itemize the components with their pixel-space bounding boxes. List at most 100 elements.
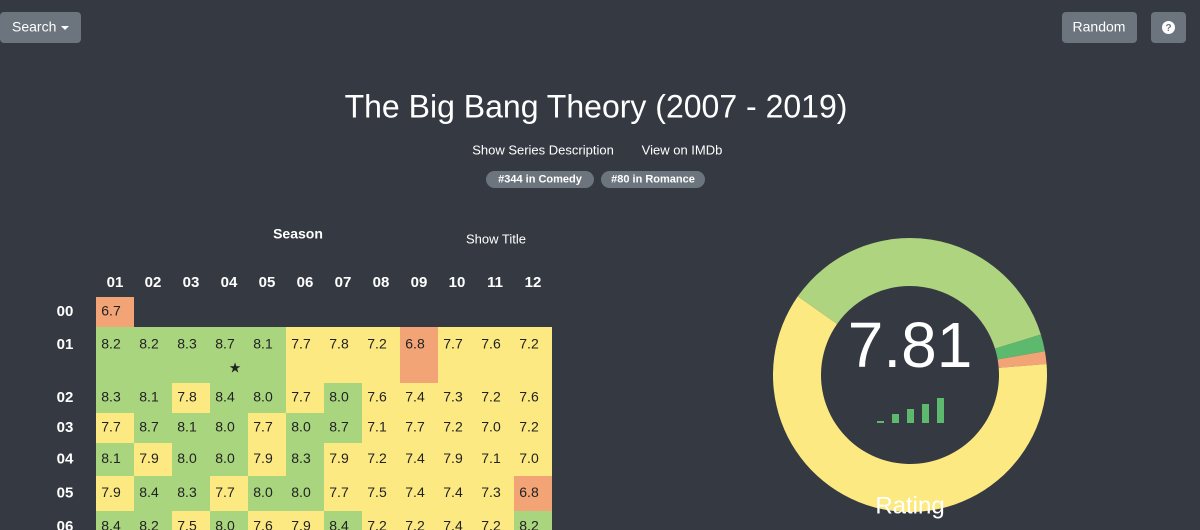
- rating-cell[interactable]: [286, 476, 324, 511]
- badge-bg[interactable]: [601, 171, 705, 188]
- rating-cell[interactable]: [438, 413, 476, 443]
- rating-cell[interactable]: [514, 413, 552, 443]
- rating-cell[interactable]: [134, 476, 172, 511]
- rating-cell[interactable]: [400, 327, 438, 383]
- rating-cell[interactable]: [96, 297, 134, 327]
- rating-cell[interactable]: [134, 383, 172, 413]
- description-link[interactable]: Show Series Description: [472, 142, 614, 157]
- rating-cell[interactable]: [438, 383, 476, 413]
- rating-cell[interactable]: [286, 413, 324, 443]
- help-icon-circle[interactable]: [1162, 21, 1175, 34]
- rating-cell[interactable]: [476, 413, 514, 443]
- rating-cell[interactable]: [400, 511, 438, 530]
- rating-cell[interactable]: [400, 443, 438, 476]
- rating-cell[interactable]: [324, 383, 362, 413]
- row-header: 02: [57, 389, 74, 406]
- top-episode-star: ★: [229, 360, 242, 376]
- rating-cell[interactable]: [476, 327, 514, 383]
- rating-cell[interactable]: [248, 383, 286, 413]
- rating-cell[interactable]: [400, 476, 438, 511]
- rating-cell[interactable]: [248, 476, 286, 511]
- dropdown-caret[interactable]: [61, 26, 69, 30]
- rating-cell[interactable]: [96, 383, 134, 413]
- random-button-bg[interactable]: [1062, 12, 1137, 43]
- rating-cell[interactable]: [400, 383, 438, 413]
- rating-cell[interactable]: [362, 476, 400, 511]
- rating-cell[interactable]: [210, 476, 248, 511]
- rating-cell[interactable]: [324, 443, 362, 476]
- rating-cell[interactable]: [172, 443, 210, 476]
- rating-cell[interactable]: [324, 476, 362, 511]
- rating-cell[interactable]: [96, 443, 134, 476]
- rating-cell[interactable]: [324, 511, 362, 530]
- rating-cell[interactable]: [362, 443, 400, 476]
- rating-cell[interactable]: [172, 383, 210, 413]
- rating-cell[interactable]: [476, 443, 514, 476]
- rating-cell[interactable]: [476, 511, 514, 530]
- rating-cell[interactable]: [438, 443, 476, 476]
- search-button[interactable]: Search: [0, 12, 81, 43]
- rating-cell[interactable]: [438, 327, 476, 383]
- donut-segment: [797, 238, 1041, 349]
- rating-cell[interactable]: [324, 327, 362, 383]
- rating-cell[interactable]: [248, 443, 286, 476]
- rating-cell[interactable]: [514, 511, 552, 530]
- rating-cell[interactable]: [362, 413, 400, 443]
- help-button[interactable]: ?: [1151, 12, 1186, 43]
- rating-cell[interactable]: [514, 443, 552, 476]
- rating-cell[interactable]: [210, 327, 248, 383]
- rating-cell[interactable]: [210, 511, 248, 530]
- badge[interactable]: #80 in Romance: [611, 173, 695, 185]
- show-title-toggle[interactable]: Show Title: [466, 231, 526, 246]
- rating-cell[interactable]: [286, 383, 324, 413]
- badge[interactable]: #344 in Comedy: [498, 173, 583, 185]
- column-header: 06: [297, 274, 314, 291]
- rating-cell[interactable]: [438, 476, 476, 511]
- rating-cell[interactable]: [172, 327, 210, 383]
- rating-cell[interactable]: [514, 327, 552, 383]
- rating-cell[interactable]: [286, 443, 324, 476]
- rating-value: 8.4: [215, 389, 235, 405]
- rating-cell[interactable]: [96, 413, 134, 443]
- rating-cell[interactable]: [324, 413, 362, 443]
- imdb-link[interactable]: View on IMDb: [642, 142, 723, 157]
- rating-value: 6.8: [519, 484, 539, 500]
- rating-cell[interactable]: [134, 413, 172, 443]
- rating-cell[interactable]: [248, 327, 286, 383]
- rating-cell[interactable]: [134, 327, 172, 383]
- badge-bg[interactable]: [486, 171, 594, 188]
- rating-cell[interactable]: [172, 476, 210, 511]
- rating-value: 7.7: [291, 336, 311, 352]
- rating-cell[interactable]: [210, 383, 248, 413]
- rating-cell[interactable]: [286, 327, 324, 383]
- rating-value: 8.3: [177, 336, 197, 352]
- rating-cell[interactable]: [172, 413, 210, 443]
- rating-cell[interactable]: [96, 327, 134, 383]
- rating-cell[interactable]: [400, 413, 438, 443]
- rating-cell[interactable]: [514, 383, 552, 413]
- rating-cell[interactable]: [172, 511, 210, 530]
- help-icon[interactable]: ?: [1165, 23, 1171, 34]
- rating-value: 6.8: [405, 336, 425, 352]
- random-button[interactable]: Random: [1062, 12, 1137, 43]
- search-label[interactable]: Search: [12, 19, 56, 35]
- rating-cell[interactable]: [476, 383, 514, 413]
- rating-cell[interactable]: [96, 511, 134, 530]
- rating-cell[interactable]: [134, 443, 172, 476]
- rating-cell[interactable]: [96, 476, 134, 511]
- rating-cell[interactable]: [286, 511, 324, 530]
- rating-cell[interactable]: [362, 327, 400, 383]
- search-button-bg[interactable]: [0, 12, 81, 43]
- rating-value: 8.0: [215, 450, 235, 466]
- rating-cell[interactable]: [248, 413, 286, 443]
- rating-cell[interactable]: [362, 383, 400, 413]
- rating-cell[interactable]: [210, 413, 248, 443]
- rating-cell[interactable]: [438, 511, 476, 530]
- rating-cell[interactable]: [248, 511, 286, 530]
- rating-cell[interactable]: [210, 443, 248, 476]
- rating-cell[interactable]: [476, 476, 514, 511]
- rating-cell[interactable]: [362, 511, 400, 530]
- random-label[interactable]: Random: [1073, 19, 1126, 35]
- rating-cell[interactable]: [134, 511, 172, 530]
- rating-cell[interactable]: [514, 476, 552, 511]
